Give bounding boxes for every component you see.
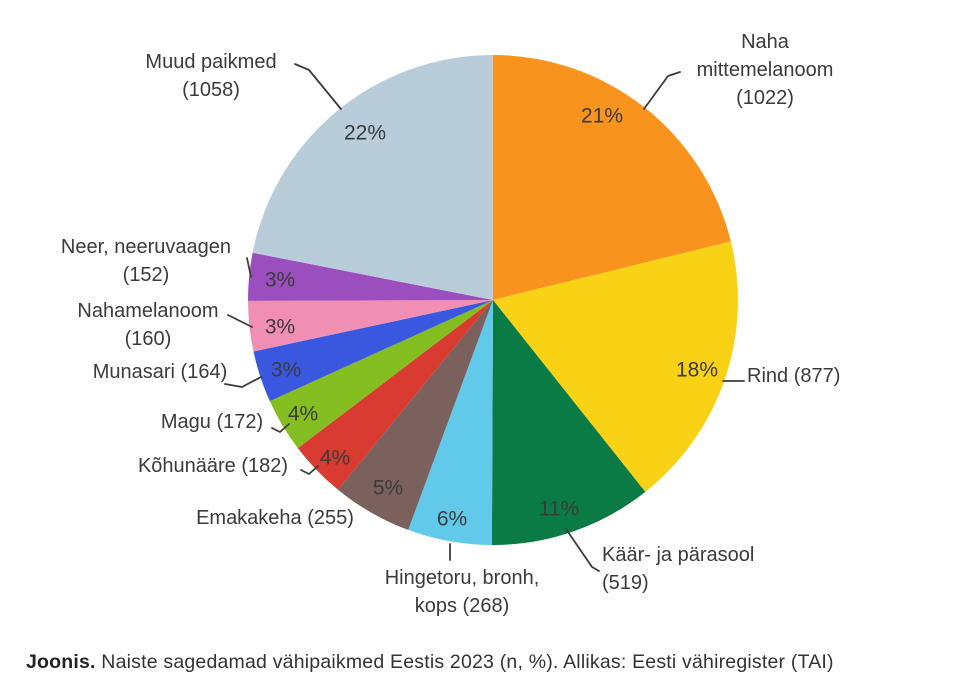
leader-line-naha-mittemelanoom xyxy=(643,71,681,110)
pct-label-neer-neeruvaagen: 3% xyxy=(265,269,295,292)
slice-label-kohunaare: Kõhunääre (182) xyxy=(138,455,288,477)
pie-slice-muud-paikmed xyxy=(252,55,493,300)
pie-slice-kaar-ja-parasool xyxy=(491,300,646,546)
slice-label-magu: Magu (172) xyxy=(161,411,263,433)
leader-line-neer-neeruvaagen xyxy=(246,257,252,278)
slice-label-naha-mittemelanoom: mittemelanoom xyxy=(697,59,834,81)
slice-label-kaar-ja-parasool: Käär- ja pärasool xyxy=(602,544,754,566)
pie-slice-hingetoru-bronh-kops xyxy=(408,300,493,545)
caption-text: Naiste sagedamad vähipaikmed Eestis 2023… xyxy=(95,651,834,673)
pct-label-kohunaare: 4% xyxy=(320,447,350,470)
slice-label-naha-mittemelanoom: (1022) xyxy=(736,87,794,109)
slice-label-neer-neeruvaagen: (152) xyxy=(123,264,170,286)
slice-label-emakakeha: Emakakeha (255) xyxy=(196,507,354,529)
pct-label-emakakeha: 5% xyxy=(373,477,403,500)
slice-label-hingetoru-bronh-kops: Hingetoru, bronh, xyxy=(385,567,540,589)
pct-label-magu: 4% xyxy=(288,403,318,426)
pct-label-naha-mittemelanoom: 21% xyxy=(581,105,623,128)
pct-label-munasari: 3% xyxy=(271,359,301,382)
slice-label-rind: Rind (877) xyxy=(747,365,840,387)
slice-label-nahamelanoom: (160) xyxy=(125,328,172,350)
caption-prefix: Joonis. xyxy=(26,651,96,673)
slice-label-neer-neeruvaagen: Neer, neeruvaagen xyxy=(61,236,231,258)
pie-slice-nahamelanoom xyxy=(248,300,493,352)
pie-slice-rind xyxy=(493,241,738,492)
leader-line-muud-paikmed xyxy=(294,63,342,110)
pie-slice-neer-neeruvaagen xyxy=(247,252,493,301)
slice-label-munasari: Munasari (164) xyxy=(93,361,228,383)
leader-line-munasari xyxy=(224,376,262,388)
pct-label-kaar-ja-parasool: 11% xyxy=(539,498,579,521)
leader-line-kaar-ja-parasool xyxy=(565,528,600,572)
slice-label-nahamelanoom: Nahamelanoom xyxy=(77,300,218,322)
pie-slice-emakakeha xyxy=(338,300,493,530)
pct-label-muud-paikmed: 22% xyxy=(344,122,386,145)
slice-label-kaar-ja-parasool: (519) xyxy=(602,572,649,594)
leader-line-nahamelanoom xyxy=(227,314,253,328)
pie-slice-magu xyxy=(269,300,493,449)
slice-label-muud-paikmed: Muud paikmed xyxy=(145,51,276,73)
figure-caption: Joonis. Naiste sagedamad vähipaikmed Ees… xyxy=(26,651,951,674)
pie-slice-kohunaare xyxy=(297,300,493,490)
slice-label-muud-paikmed: (1058) xyxy=(182,79,240,101)
pct-label-nahamelanoom: 3% xyxy=(265,316,295,339)
pct-label-hingetoru-bronh-kops: 6% xyxy=(437,508,467,531)
pie-slice-naha-mittemelanoom xyxy=(493,55,731,300)
slice-label-hingetoru-bronh-kops: kops (268) xyxy=(415,595,510,617)
slice-label-naha-mittemelanoom: Naha xyxy=(741,31,790,53)
leader-line-magu xyxy=(271,423,290,433)
leader-line-kohunaare xyxy=(300,465,319,475)
pct-label-rind: 18% xyxy=(676,359,718,382)
pie-slice-munasari xyxy=(253,300,493,402)
pie-chart: 21% Naha mittemelanoom (1022) 18% Rind (877) 1… xyxy=(61,31,840,617)
